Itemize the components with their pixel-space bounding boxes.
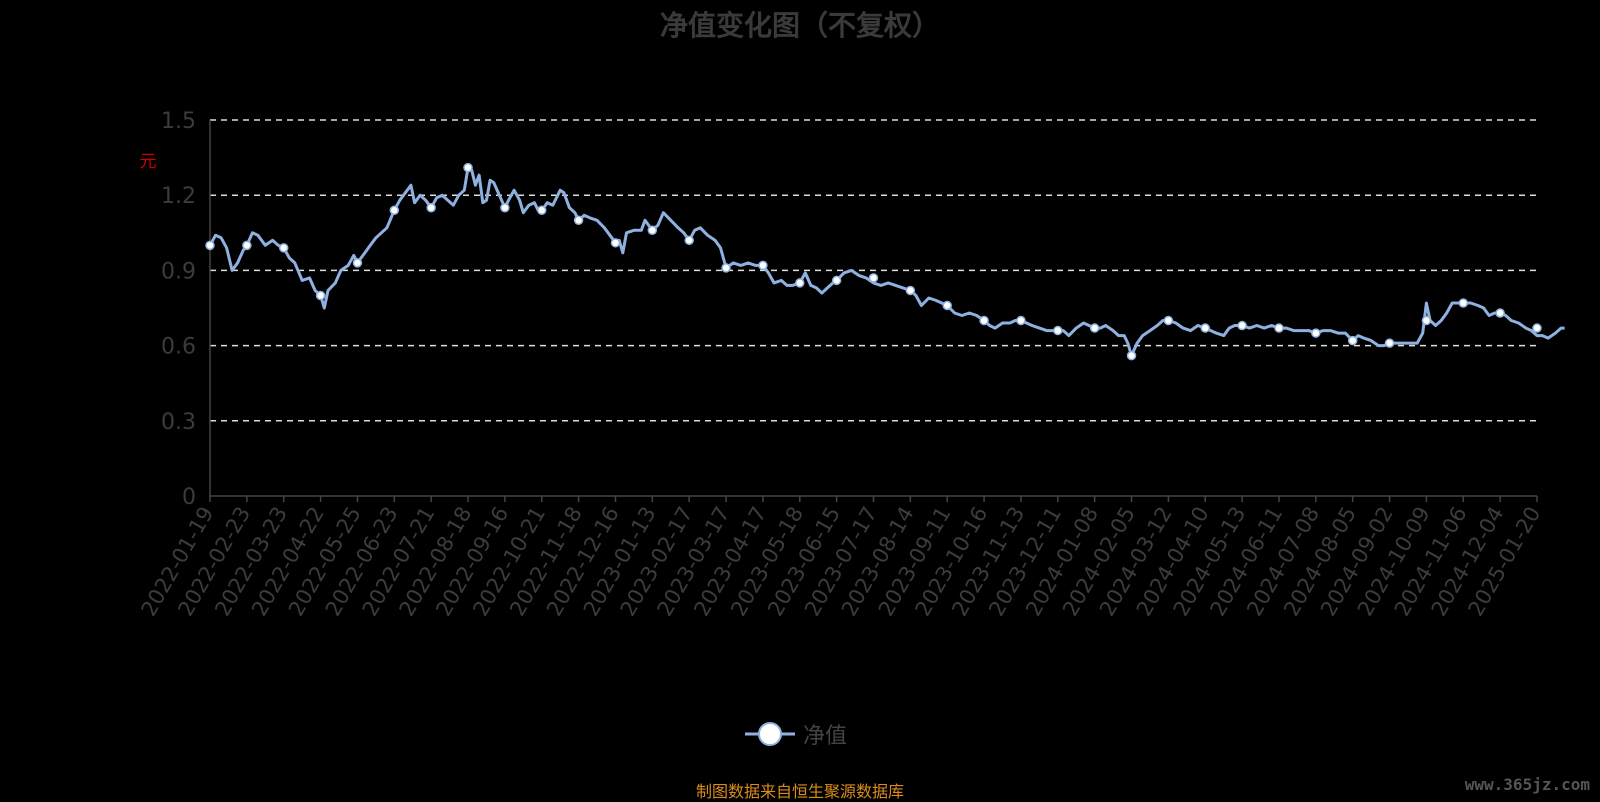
data-point [758, 260, 768, 271]
data-point [1089, 323, 1100, 333]
data-point [1016, 315, 1026, 326]
data-point [389, 205, 400, 215]
data-point [684, 235, 694, 246]
data-point [1311, 328, 1321, 338]
data-point [537, 205, 547, 215]
x-tick-labels: 2022-01-192022-02-232022-03-232022-04-22… [137, 502, 1546, 620]
y-tick-label: 1.5 [161, 109, 196, 134]
series-line-nav [208, 166, 1565, 358]
data-point [1274, 323, 1284, 333]
data-point [1384, 338, 1395, 348]
data-point [1495, 308, 1505, 318]
data-point [426, 202, 436, 213]
data-point [1237, 320, 1247, 331]
axes [209, 120, 1537, 497]
data-point [1421, 315, 1432, 326]
y-tick-label: 0.6 [161, 335, 196, 360]
data-point [463, 162, 473, 173]
data-point [610, 238, 621, 248]
y-tick-label: 0 [182, 485, 196, 510]
legend[interactable]: 净值 [745, 718, 847, 750]
x-ticks [209, 496, 1538, 502]
y-axis-unit-label: 元 [140, 152, 157, 172]
data-point [1053, 325, 1063, 336]
data-point [315, 290, 326, 301]
data-point [242, 240, 252, 251]
data-point [647, 225, 658, 236]
data-point [1200, 323, 1210, 333]
data-point [278, 243, 289, 253]
data-point [942, 300, 952, 311]
data-point [721, 263, 731, 273]
gridlines [210, 119, 1537, 422]
y-tick-label: 0.3 [161, 410, 196, 435]
data-points [205, 162, 1542, 361]
data-point [868, 273, 879, 283]
data-point [352, 258, 363, 268]
data-point [795, 278, 805, 288]
watermark: www.365jz.com [1464, 775, 1590, 794]
legend-marker-icon [745, 722, 795, 746]
data-source-note: 制图数据来自恒生聚源数据库 [695, 782, 904, 801]
chart-title: 净值变化图（不复权） [659, 9, 940, 42]
data-point [979, 315, 989, 326]
data-point [905, 285, 916, 296]
data-point [831, 275, 842, 286]
y-tick-labels: 0 0.3 0.6 0.9 1.2 1.5 [161, 109, 196, 510]
y-tick-label: 0.9 [161, 259, 196, 284]
data-point [1163, 315, 1174, 326]
data-point [500, 202, 510, 213]
data-point [573, 215, 584, 226]
legend-label: 净值 [803, 724, 848, 749]
data-point [205, 240, 215, 251]
data-point [1458, 298, 1469, 308]
data-point [1347, 335, 1358, 346]
data-point [1532, 323, 1542, 333]
y-tick-label: 1.2 [161, 184, 196, 209]
data-point [1126, 350, 1137, 361]
